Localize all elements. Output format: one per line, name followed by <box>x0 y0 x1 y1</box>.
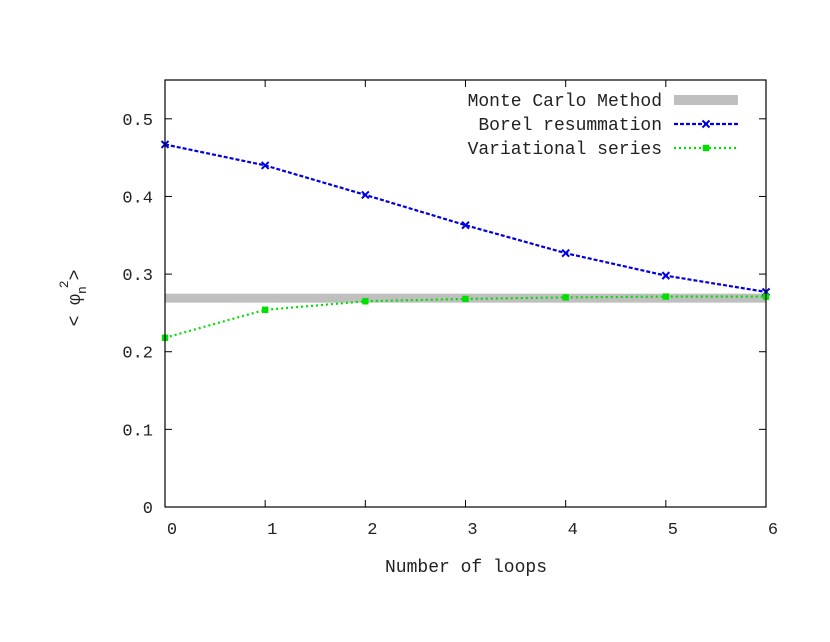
x-tick-label: 1 <box>267 521 277 540</box>
legend-label: Monte Carlo Method <box>468 92 662 112</box>
y-tick-label: 0.3 <box>122 267 153 286</box>
data-point <box>661 271 671 280</box>
data-point <box>362 298 369 305</box>
legend: Monte Carlo Method Borel resummation Varia… <box>468 92 738 160</box>
y-axis-label-close: > <box>66 270 86 281</box>
x-tick-label: 0 <box>167 521 177 540</box>
y-axis-label-sup: 2 <box>57 280 72 288</box>
x-tick-label: 5 <box>668 521 678 540</box>
y-tick-label: 0 <box>143 500 153 519</box>
data-point <box>361 190 370 200</box>
x-tick-label: 6 <box>768 521 778 540</box>
y-axis-label-base: < φ <box>66 294 86 327</box>
data-point <box>461 220 470 230</box>
y-tick-label: 0.4 <box>122 189 153 208</box>
x-tick-label: 2 <box>367 521 377 540</box>
y-axis-label: < φn2> <box>57 270 90 327</box>
y-axis-label-sub: n <box>75 286 90 294</box>
plot-frame <box>164 79 767 508</box>
y-axis-title: < φn2> <box>57 270 90 327</box>
axis-ticks: 0 1 2 3 4 5 6 0 0.1 0.2 0.3 0.4 0.5 <box>122 80 778 540</box>
data-point <box>261 306 269 314</box>
data-point <box>662 293 670 300</box>
legend-label: Borel resummation <box>478 116 662 136</box>
series-line-0 <box>164 143 767 294</box>
data-point <box>562 294 569 301</box>
series-line-1 <box>164 295 766 339</box>
y-tick-label: 0.1 <box>122 422 153 441</box>
legend-label: Variational series <box>468 140 662 160</box>
data-point <box>462 295 469 303</box>
data-point <box>702 144 710 152</box>
x-axis-label: Number of loops <box>385 558 547 578</box>
x-tick-label: 4 <box>568 521 578 540</box>
data-point <box>260 161 270 170</box>
y-tick-label: 0.5 <box>122 112 153 131</box>
plot-marks <box>160 140 771 341</box>
legend-swatch <box>674 95 738 105</box>
data-point <box>701 119 711 129</box>
y-tick-label: 0.2 <box>122 345 153 364</box>
data-point <box>561 248 570 258</box>
x-tick-label: 3 <box>467 521 477 540</box>
